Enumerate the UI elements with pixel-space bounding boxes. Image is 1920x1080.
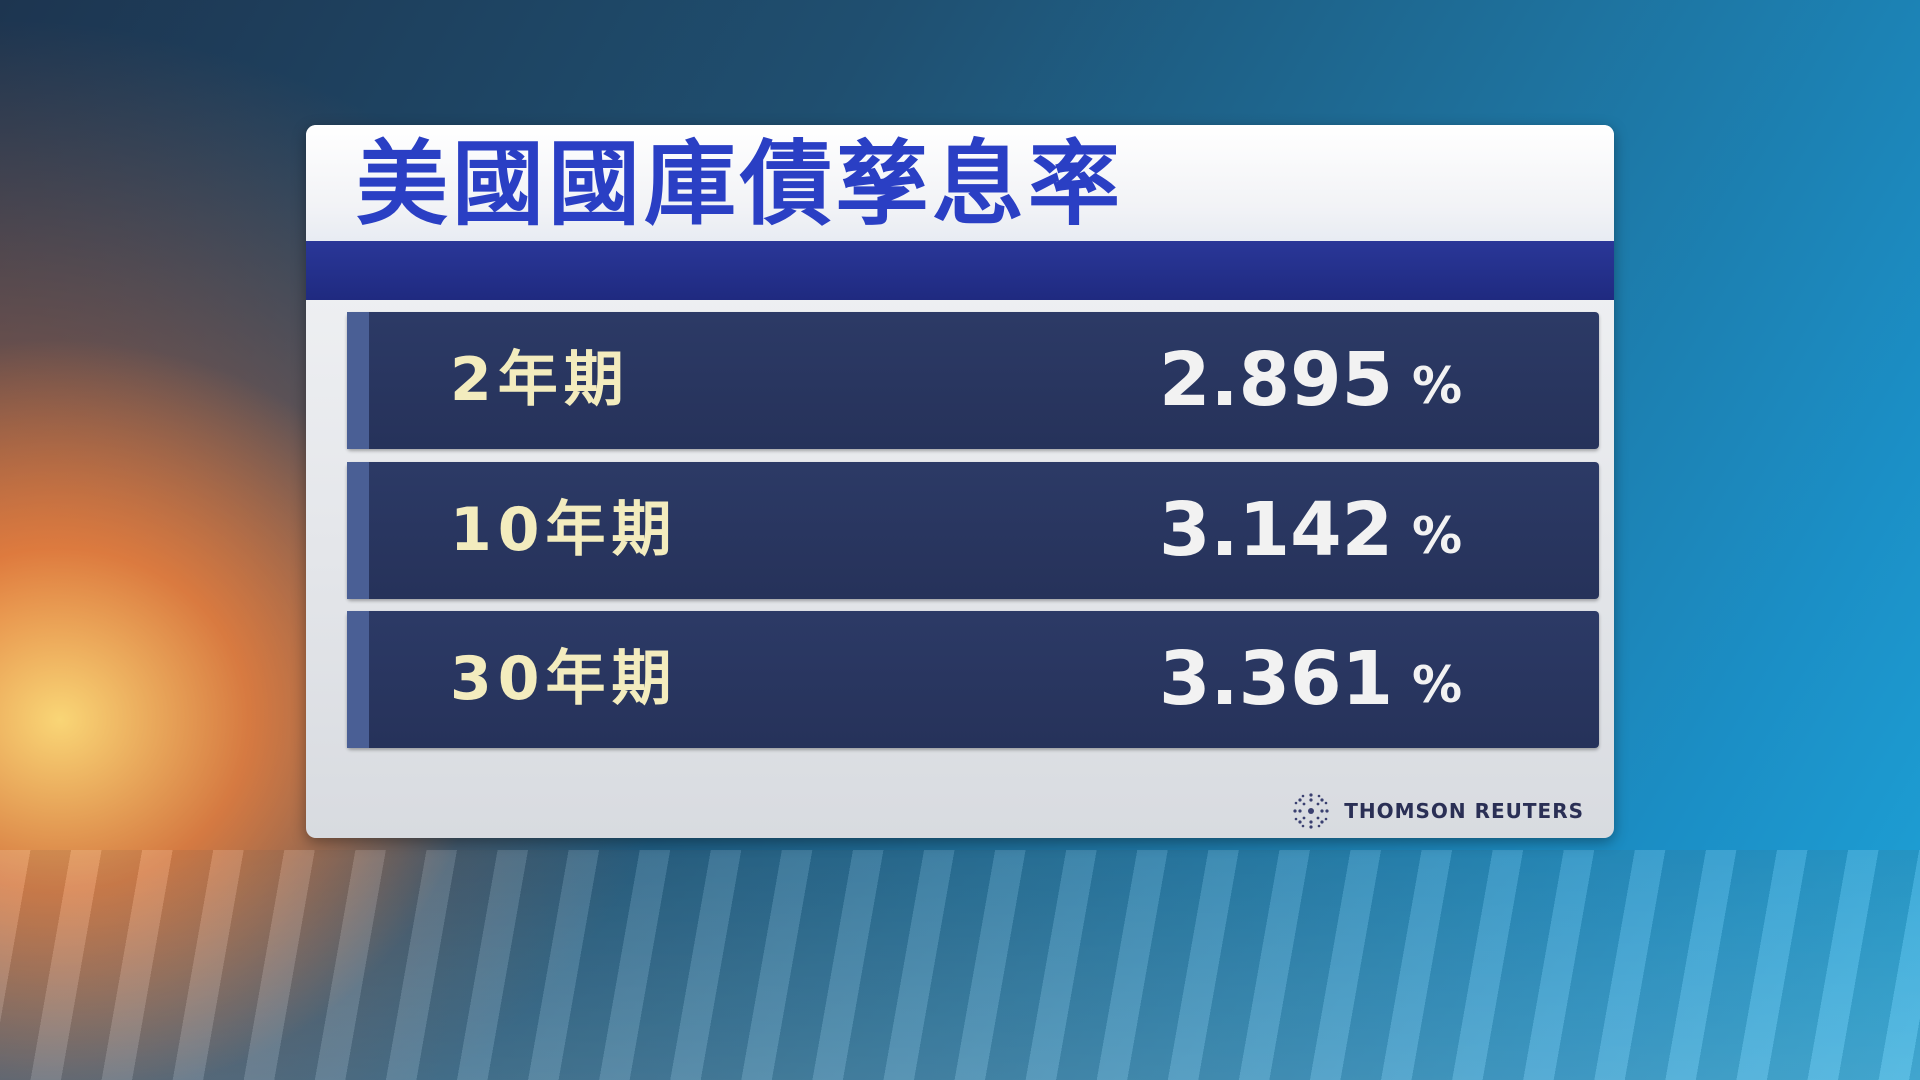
row-unit: %	[1412, 507, 1463, 565]
background-floor	[0, 850, 1920, 1080]
row-label: 10年期	[450, 495, 678, 565]
row-label: 2年期	[450, 345, 630, 415]
row-accent-stripe	[347, 462, 369, 599]
row-accent-stripe	[347, 611, 369, 748]
source-logo: THOMSON REUTERS	[1292, 792, 1584, 830]
yield-row-30y: 30年期 3.361 %	[347, 611, 1599, 748]
thomson-reuters-logo-icon	[1293, 793, 1329, 829]
row-label: 30年期	[450, 644, 678, 714]
title-band: 美國國庫債孳息率	[306, 125, 1614, 241]
row-unit: %	[1412, 357, 1463, 415]
row-unit: %	[1412, 656, 1463, 714]
yield-panel: 美國國庫債孳息率 2年期 2.895 % 10年期 3.142 % 30年期 3…	[306, 125, 1614, 838]
yield-row-10y: 10年期 3.142 %	[347, 462, 1599, 599]
row-value: 3.142	[1159, 487, 1394, 573]
row-value: 2.895	[1159, 337, 1394, 423]
panel-title: 美國國庫債孳息率	[356, 131, 1125, 238]
yield-row-2y: 2年期 2.895 %	[347, 312, 1599, 449]
source-logo-text: THOMSON REUTERS	[1344, 799, 1584, 823]
row-value: 3.361	[1159, 636, 1394, 722]
row-accent-stripe	[347, 312, 369, 449]
title-underline-bar	[306, 241, 1614, 300]
